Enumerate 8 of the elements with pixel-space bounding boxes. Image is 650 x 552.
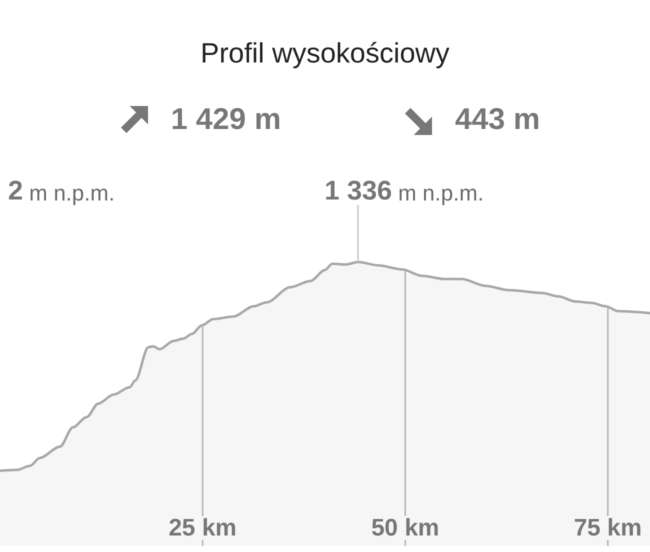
x-tick-label: 25 km: [168, 514, 237, 542]
text: 443 m: [455, 103, 540, 136]
chart-title: Profil wysokościowy: [200, 38, 450, 68]
text: 2 m n.p.m.: [8, 176, 115, 206]
annotation: 1 336 m n.p.m.: [324, 176, 484, 206]
x-tick-label: 50 km: [371, 514, 440, 542]
x-tick-label: 75 km: [574, 514, 642, 542]
text: 1 429 m: [170, 103, 281, 136]
